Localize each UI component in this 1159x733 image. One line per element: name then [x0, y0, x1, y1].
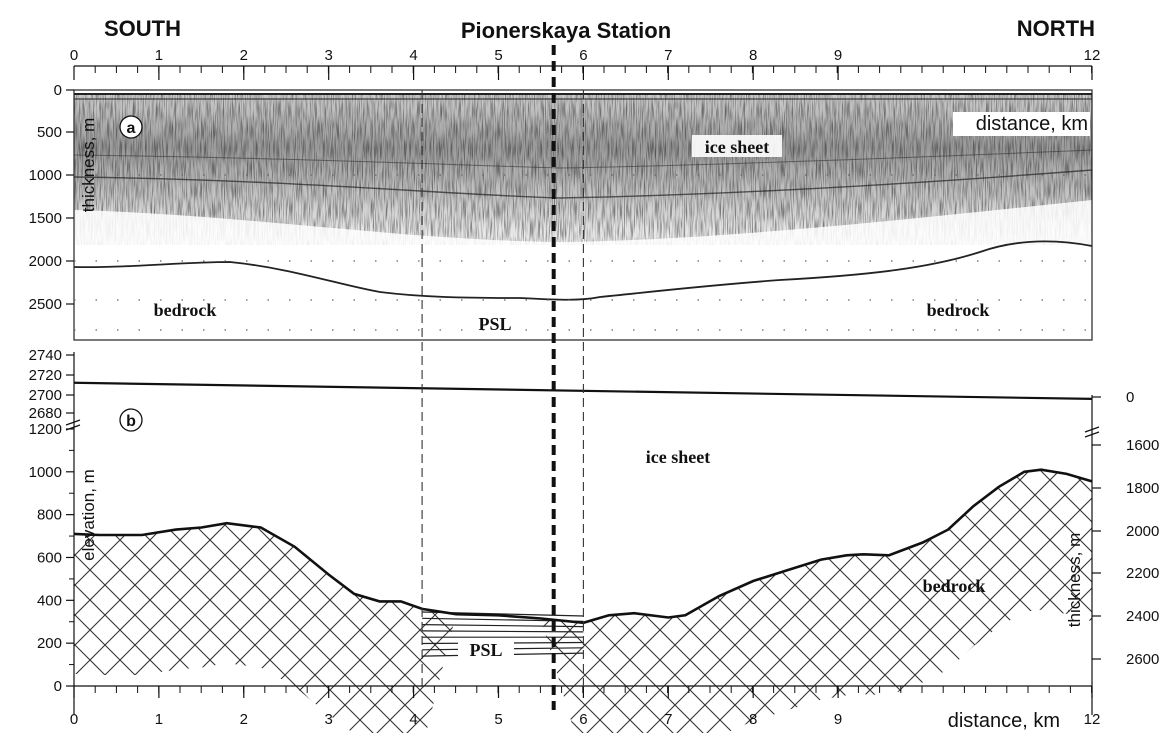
panel-b-right-tick-label: 0	[1126, 389, 1134, 406]
panel-a-thickness-axis: 0 500 1000 1500 2000 2500	[29, 82, 74, 313]
panel-b-ytick-label: 0	[54, 678, 62, 695]
top-axis-tick-label: 0	[70, 47, 78, 64]
panel-b-ytick-label: 2680	[29, 405, 62, 422]
bottom-axis-tick-label: 9	[834, 711, 842, 728]
panel-b-right-ylabel: thickness, m	[1065, 533, 1084, 627]
panel-a-psl-label: PSL	[478, 314, 511, 334]
panel-b-bedrock-label: bedrock	[923, 576, 986, 596]
panel-a-ytick-label: 1500	[29, 210, 62, 227]
panel-b-right-tick-label: 1800	[1126, 480, 1159, 497]
bottom-axis-tick-label: 2	[240, 711, 248, 728]
bottom-axis-tick-label: 12	[1084, 711, 1101, 728]
top-axis-tick-label: 12	[1084, 47, 1101, 64]
panel-b-ytick-label: 200	[37, 635, 62, 652]
panel-a-ice-sheet-label: ice sheet	[705, 137, 769, 157]
bottom-axis-tick-label: 5	[494, 711, 502, 728]
top-axis-tick-label: 4	[409, 47, 417, 64]
header-station: Pionerskaya Station	[461, 18, 671, 43]
bottom-axis-tick-label: 7	[664, 711, 672, 728]
panel-b-ytick-label: 2700	[29, 387, 62, 404]
panel-a-distance-label: distance, km	[976, 113, 1088, 135]
panel-a-ylabel: thickness, m	[79, 118, 98, 212]
panel-a-ytick-label: 2500	[29, 296, 62, 313]
top-axis-tick-label: 1	[155, 47, 163, 64]
top-axis-tick-label: 5	[494, 47, 502, 64]
header-north: NORTH	[1017, 16, 1095, 41]
bottom-axis-tick-label: 4	[409, 711, 417, 728]
panel-b-ytick-label: 2740	[29, 347, 62, 364]
panel-a-bedrock-right-label: bedrock	[927, 300, 990, 320]
top-axis-tick-label: 3	[325, 47, 333, 64]
header-south: SOUTH	[104, 16, 181, 41]
top-distance-axis: 0 1 2 3 4 5 6 7 8 9 12	[70, 47, 1101, 80]
panel-b-ytick-label: 1000	[29, 464, 62, 481]
bottom-axis-tick-label: 1	[155, 711, 163, 728]
panel-b-right-tick-label: 1600	[1126, 437, 1159, 454]
panel-a-bedrock-left-label: bedrock	[154, 300, 217, 320]
panel-b-ytick-label: 1200	[29, 421, 62, 438]
panel-b-thickness-axis: 0 1600 1800 2000 2200 2400 2600	[1085, 389, 1159, 668]
panel-b-right-tick-label: 2600	[1126, 651, 1159, 668]
panel-a-letter: a	[127, 120, 136, 137]
panel-b-right-tick-label: 2400	[1126, 608, 1159, 625]
panel-b-ytick-label: 800	[37, 507, 62, 524]
top-axis-tick-label: 7	[664, 47, 672, 64]
bottom-axis-tick-label: 6	[579, 711, 587, 728]
panel-b-ylabel: elevation, m	[79, 469, 98, 561]
bottom-axis-tick-label: 3	[325, 711, 333, 728]
panel-a-ytick-label: 2000	[29, 253, 62, 270]
bottom-axis-tick-label: 8	[749, 711, 757, 728]
top-axis-tick-label: 2	[240, 47, 248, 64]
panel-b-psl-label: PSL	[469, 640, 502, 660]
panel-a-ytick-label: 500	[37, 124, 62, 141]
panel-b-letter: b	[126, 413, 136, 430]
panel-a-radargram: 0 500 1000 1500 2000 2500 distance, km a thic…	[29, 82, 1092, 340]
bottom-axis-label: distance, km	[948, 710, 1060, 732]
panel-b-right-tick-label: 2000	[1126, 523, 1159, 540]
panel-a-ytick-label: 0	[54, 82, 62, 99]
panel-b-ytick-label: 2720	[29, 367, 62, 384]
bottom-axis-tick-label: 0	[70, 711, 78, 728]
panel-b-ice-sheet-label: ice sheet	[646, 447, 710, 467]
top-axis-tick-label: 9	[834, 47, 842, 64]
panel-a-ytick-label: 1000	[29, 167, 62, 184]
top-axis-tick-label: 6	[579, 47, 587, 64]
panel-b-ytick-label: 600	[37, 549, 62, 566]
panel-b-ytick-label: 400	[37, 592, 62, 609]
top-axis-tick-label: 8	[749, 47, 757, 64]
panel-b-right-tick-label: 2200	[1126, 565, 1159, 582]
